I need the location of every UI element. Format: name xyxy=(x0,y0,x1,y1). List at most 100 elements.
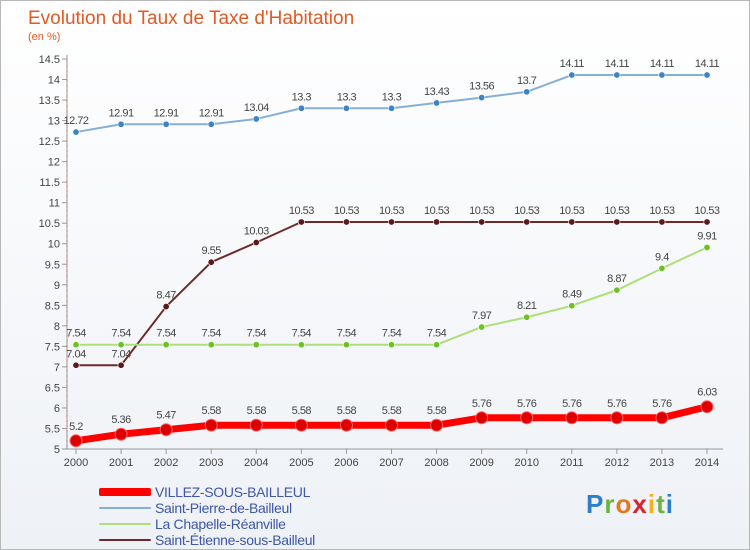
x-tick-label: 2013 xyxy=(650,457,674,469)
data-label: 5.58 xyxy=(382,405,402,417)
chart-title: Evolution du Taux de Taxe d'Habitation xyxy=(28,8,355,29)
data-label: 5.47 xyxy=(156,410,176,422)
data-label: 14.11 xyxy=(650,58,675,70)
data-label: 12.91 xyxy=(154,107,179,119)
data-label: 5.58 xyxy=(292,405,312,417)
legend: VILLEZ-SOUS-BAILLEUL Saint-Pierre-de-Bail… xyxy=(99,484,315,548)
data-point xyxy=(72,361,80,369)
data-label: 13.56 xyxy=(469,81,494,93)
logo-letter: x xyxy=(632,489,648,519)
data-point xyxy=(204,418,218,432)
x-tick-label: 2005 xyxy=(289,457,313,469)
series-line xyxy=(75,74,707,134)
chart-subtitle: (en %) xyxy=(28,31,61,43)
data-label: 5.58 xyxy=(427,405,447,417)
legend-entry: Saint-Pierre-de-Bailleul xyxy=(99,500,315,516)
x-tick-label: 2011 xyxy=(560,457,584,469)
y-tick-label: 12.5 xyxy=(39,136,60,148)
data-point xyxy=(252,115,260,123)
y-tick-label: 12 xyxy=(48,157,60,169)
data-label: 8.87 xyxy=(607,273,627,285)
data-point xyxy=(433,218,441,226)
data-point xyxy=(565,411,579,425)
logo-letter: r xyxy=(604,489,616,519)
legend-label: Saint-Pierre-de-Bailleul xyxy=(155,500,292,516)
data-point xyxy=(162,120,170,128)
data-label: 5.76 xyxy=(517,398,537,410)
x-tick-label: 2001 xyxy=(109,457,133,469)
x-tick-label: 2003 xyxy=(199,457,223,469)
data-label: 5.58 xyxy=(202,405,222,417)
y-tick-label: 11.5 xyxy=(39,177,60,189)
data-point xyxy=(387,218,395,226)
data-label: 10.53 xyxy=(469,205,494,217)
legend-entry: VILLEZ-SOUS-BAILLEUL xyxy=(99,484,315,500)
data-point xyxy=(613,71,621,79)
data-point xyxy=(568,302,576,310)
data-point xyxy=(117,341,125,349)
data-point xyxy=(339,418,353,432)
y-tick-label: 9 xyxy=(54,280,60,292)
data-label: 5.2 xyxy=(69,421,83,433)
data-point xyxy=(159,423,173,437)
data-label: 10.53 xyxy=(424,205,449,217)
legend-swatch xyxy=(99,488,151,496)
data-point xyxy=(523,88,531,96)
x-tick-label: 2009 xyxy=(469,457,493,469)
data-point xyxy=(520,411,534,425)
data-label: 5.76 xyxy=(562,398,582,410)
data-point xyxy=(613,286,621,294)
legend-swatch xyxy=(99,507,151,509)
data-point xyxy=(207,258,215,266)
data-label: 7.54 xyxy=(111,328,131,340)
data-label: 13.3 xyxy=(382,91,402,103)
data-point xyxy=(297,341,305,349)
y-tick-label: 14.5 xyxy=(39,54,60,66)
data-label: 10.53 xyxy=(604,205,629,217)
data-label: 9.4 xyxy=(655,251,669,263)
proxiti-logo: Proxiti xyxy=(586,489,674,520)
data-point xyxy=(207,341,215,349)
x-tick-label: 2004 xyxy=(244,457,268,469)
data-label: 14.11 xyxy=(560,58,585,70)
data-point xyxy=(703,218,711,226)
y-tick-label: 11 xyxy=(49,198,60,210)
data-point xyxy=(252,239,260,247)
data-label: 6.03 xyxy=(697,387,717,399)
data-point xyxy=(658,71,666,79)
data-point xyxy=(430,418,444,432)
data-label: 5.58 xyxy=(247,405,267,417)
data-point xyxy=(387,104,395,112)
data-point xyxy=(523,313,531,321)
data-label: 10.53 xyxy=(514,205,539,217)
data-point xyxy=(72,128,80,136)
data-point xyxy=(69,434,83,448)
data-label: 8.21 xyxy=(517,300,537,312)
data-label: 8.49 xyxy=(562,289,582,301)
data-label: 12.72 xyxy=(63,115,88,127)
data-point xyxy=(568,71,576,79)
data-label: 10.53 xyxy=(379,205,404,217)
logo-letter: i xyxy=(647,489,657,519)
data-point xyxy=(613,218,621,226)
data-point xyxy=(294,418,308,432)
x-tick-label: 2008 xyxy=(424,457,448,469)
data-label: 5.58 xyxy=(337,405,357,417)
legend-label: La Chapelle-Réanville xyxy=(155,516,286,532)
data-point xyxy=(342,218,350,226)
data-label: 13.7 xyxy=(517,75,537,87)
data-point xyxy=(658,218,666,226)
data-label: 9.55 xyxy=(202,245,222,257)
y-tick-label: 6 xyxy=(54,403,60,415)
data-point xyxy=(249,418,263,432)
y-tick-label: 5 xyxy=(54,444,60,456)
data-label: 7.54 xyxy=(66,328,86,340)
x-tick-label: 2007 xyxy=(379,457,403,469)
data-label: 9.91 xyxy=(697,230,717,242)
logo-letter: i xyxy=(665,489,674,519)
data-label: 10.53 xyxy=(559,205,584,217)
data-point xyxy=(207,120,215,128)
data-point xyxy=(703,71,711,79)
data-point xyxy=(475,411,489,425)
